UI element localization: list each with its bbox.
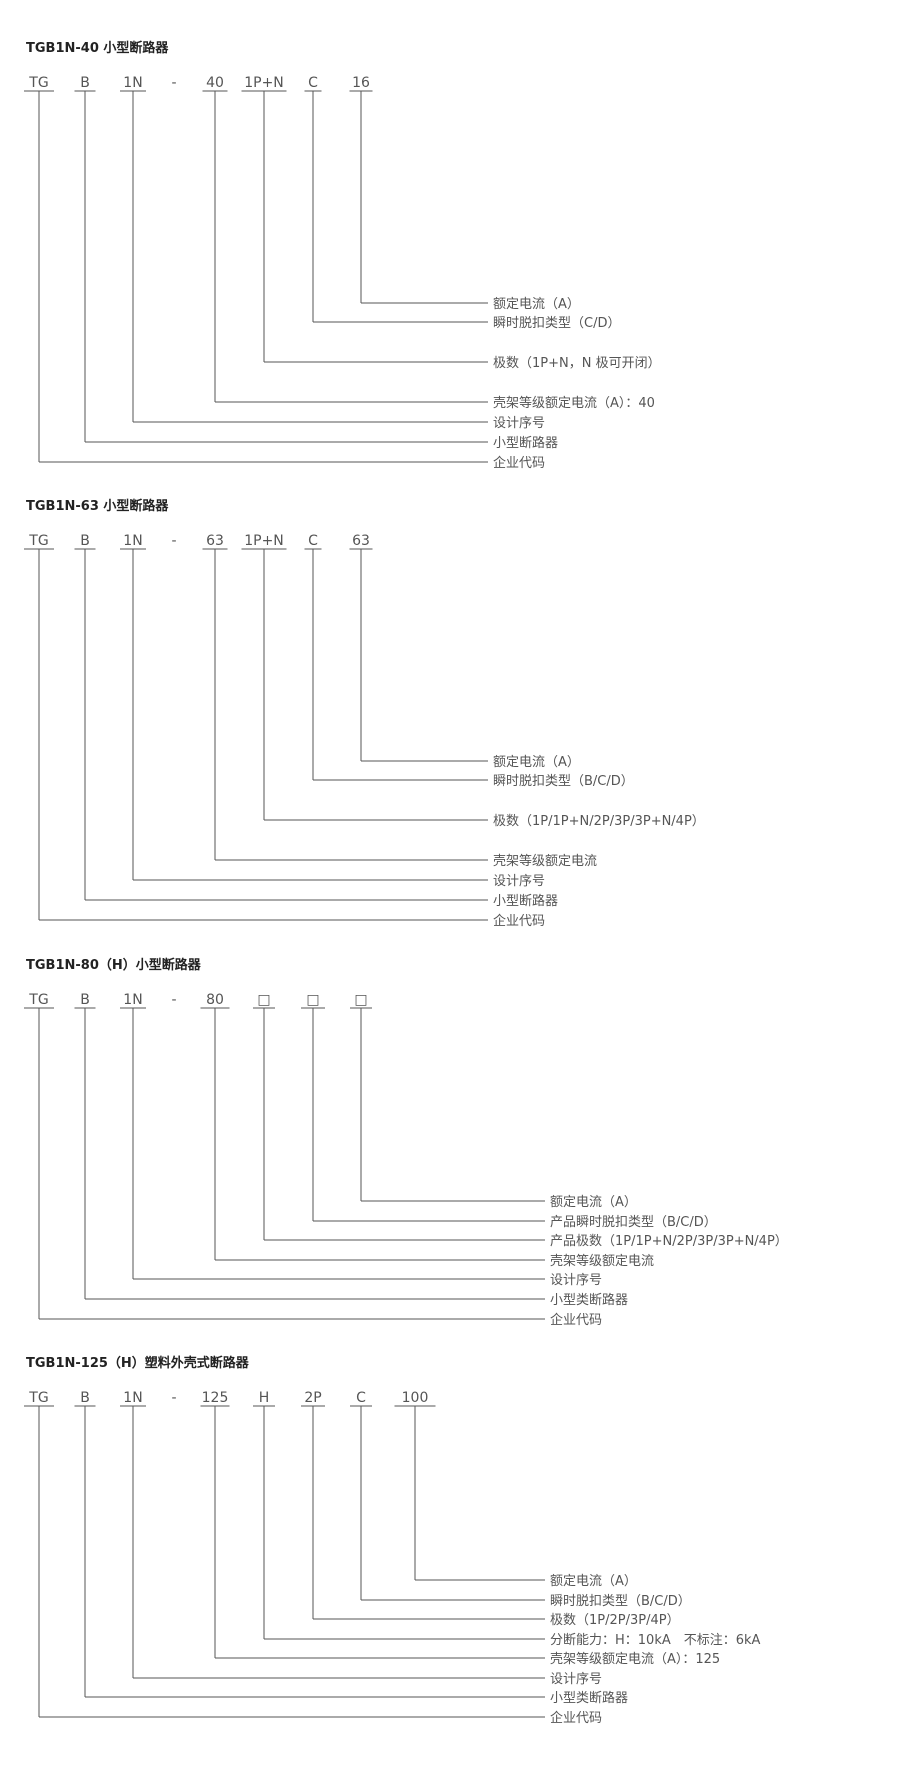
code-segment: 1N <box>123 1390 142 1406</box>
segment-description: 极数（1P/1P+N/2P/3P/3P+N/4P） <box>493 814 705 829</box>
code-segment: 16 <box>352 75 370 91</box>
code-segment: 63 <box>352 533 370 549</box>
segment-description: 额定电流（A） <box>550 1574 637 1589</box>
code-segment: TG <box>28 1390 48 1406</box>
segment-description: 瞬时脱扣类型（C/D） <box>493 316 620 331</box>
code-segment: - <box>171 1390 176 1406</box>
segment-description: 瞬时脱扣类型（B/C/D） <box>493 774 634 789</box>
segment-description: 小型断路器 <box>493 893 558 909</box>
code-segment: B <box>80 1390 90 1406</box>
segment-description: 企业代码 <box>550 1710 602 1726</box>
segment-description: 小型类断路器 <box>550 1690 628 1706</box>
segment-description: 产品极数（1P/1P+N/2P/3P/3P+N/4P） <box>550 1234 788 1249</box>
segment-description: 额定电流（A） <box>493 297 580 312</box>
segment-description: 壳架等级额定电流 <box>550 1253 654 1269</box>
code-segment: B <box>80 533 90 549</box>
segment-description: 设计序号 <box>550 1672 602 1687</box>
segment-description: 极数（1P+N，N 极可开闭） <box>493 356 661 371</box>
code-segment: - <box>171 75 176 91</box>
section-title: TGB1N-63 小型断路器 <box>26 498 169 514</box>
code-segment: B <box>80 75 90 91</box>
code-segment: C <box>308 533 318 549</box>
code-segment: 2P <box>304 1390 321 1406</box>
code-segment: - <box>171 533 176 549</box>
segment-description: 设计序号 <box>550 1273 602 1288</box>
segment-description: 额定电流（A） <box>493 755 580 770</box>
code-segment: 1N <box>123 992 142 1008</box>
segment-description: 企业代码 <box>550 1312 602 1328</box>
code-segment: 40 <box>206 75 224 91</box>
code-segment: 1N <box>123 533 142 549</box>
code-segment: 1N <box>123 75 142 91</box>
code-segment: 63 <box>206 533 224 549</box>
code-segment: 125 <box>202 1390 229 1406</box>
code-segment: 1P+N <box>244 75 284 91</box>
code-segment: 1P+N <box>244 533 284 549</box>
code-segment: TG <box>28 533 48 549</box>
code-segment: B <box>80 992 90 1008</box>
code-segment: 100 <box>402 1390 429 1406</box>
code-segment: TG <box>28 992 48 1008</box>
code-segment: □ <box>354 992 367 1008</box>
section-title: TGB1N-80（H）小型断路器 <box>26 957 202 973</box>
code-segment: - <box>171 992 176 1008</box>
segment-description: 壳架等级额定电流（A）：40 <box>493 395 655 411</box>
code-segment: TG <box>28 75 48 91</box>
code-segment: C <box>308 75 318 91</box>
section-title: TGB1N-40 小型断路器 <box>26 40 169 56</box>
segment-description: 分断能力：H：10kA 不标注：6kA <box>550 1633 761 1648</box>
segment-description: 额定电流（A） <box>550 1195 637 1210</box>
segment-description: 壳架等级额定电流 <box>493 853 597 869</box>
code-segment: H <box>259 1390 270 1406</box>
segment-description: 壳架等级额定电流（A）：125 <box>550 1651 720 1667</box>
code-segment: □ <box>306 992 319 1008</box>
segment-description: 企业代码 <box>493 455 545 471</box>
code-segment: C <box>356 1390 366 1406</box>
segment-description: 小型断路器 <box>493 435 558 451</box>
section-title: TGB1N-125（H）塑料外壳式断路器 <box>26 1355 250 1371</box>
segment-description: 小型类断路器 <box>550 1292 628 1308</box>
code-segment: □ <box>257 992 270 1008</box>
code-segment: 80 <box>206 992 224 1008</box>
segment-description: 设计序号 <box>493 416 545 431</box>
segment-description: 瞬时脱扣类型（B/C/D） <box>550 1594 691 1609</box>
segment-description: 极数（1P/2P/3P/4P） <box>550 1613 680 1628</box>
segment-description: 企业代码 <box>493 913 545 929</box>
segment-description: 设计序号 <box>493 874 545 889</box>
segment-description: 产品瞬时脱扣类型（B/C/D） <box>550 1215 717 1230</box>
